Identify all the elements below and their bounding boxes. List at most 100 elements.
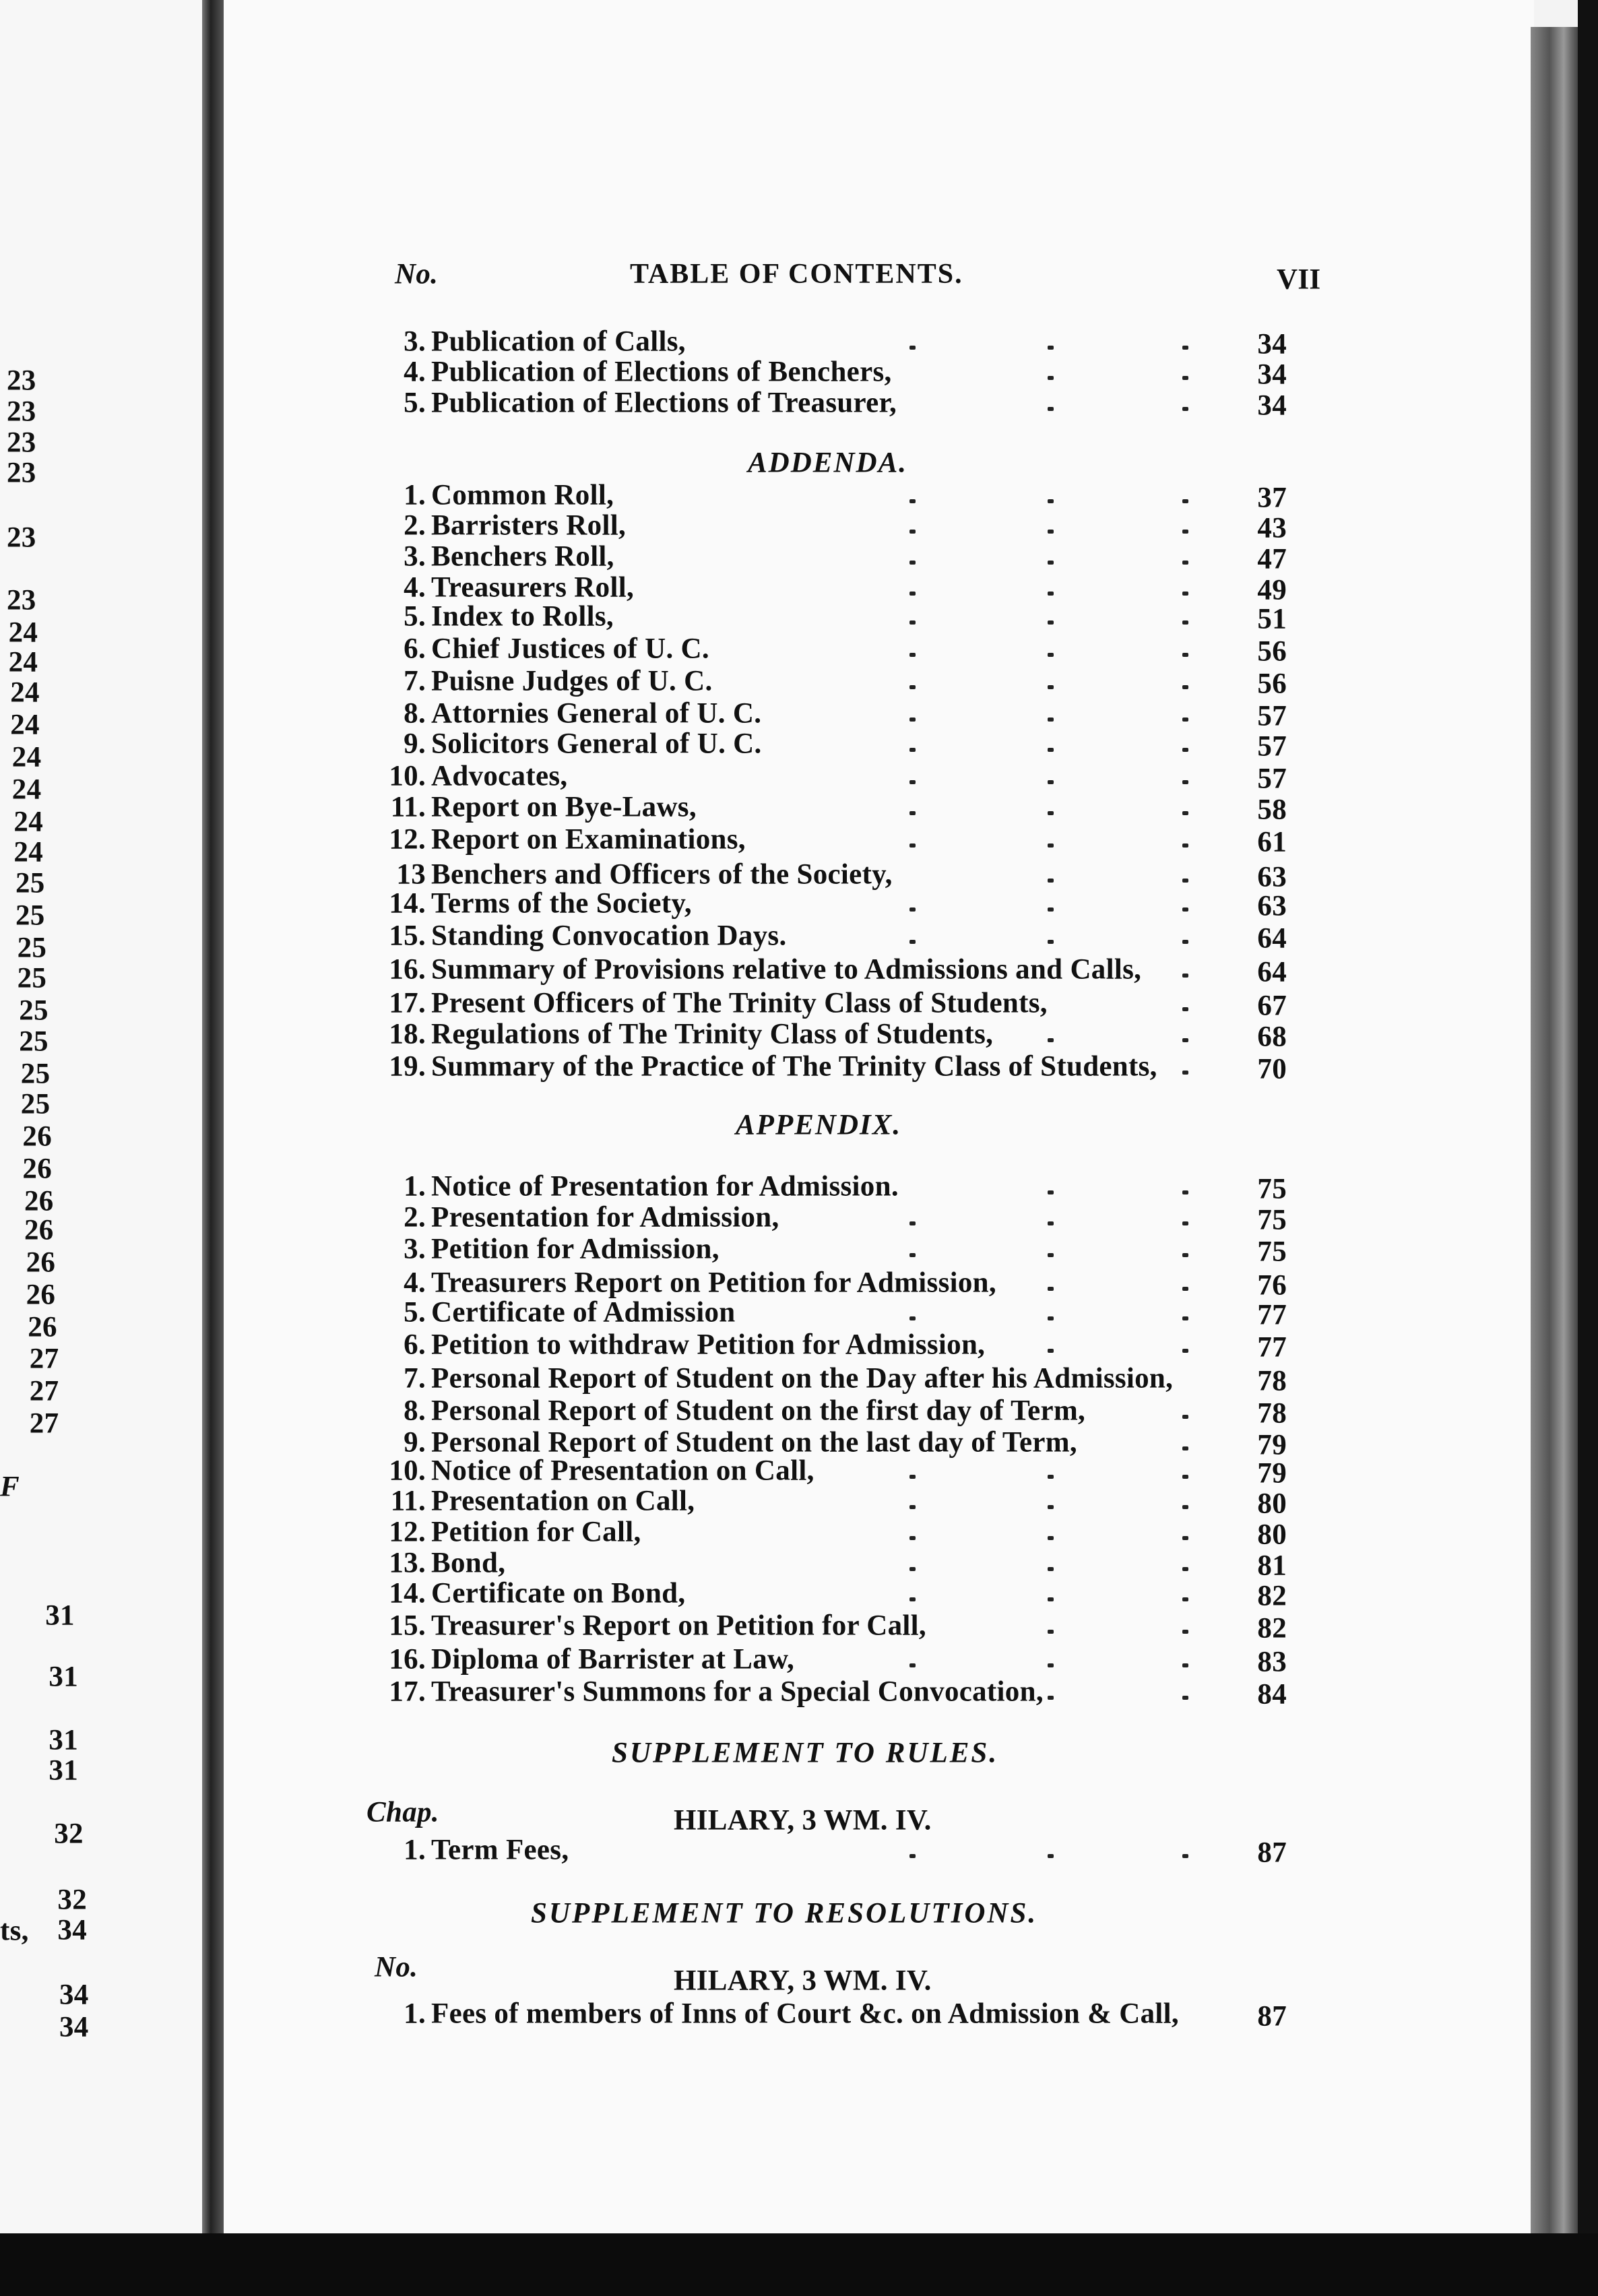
- book-gutter: [202, 0, 224, 2233]
- leader-dot: [1182, 1070, 1188, 1075]
- leader-dot: [1048, 561, 1054, 565]
- toc-entry-title: Publication of Elections of Treasurer,: [431, 387, 897, 419]
- appendix-entry-number: 3.: [404, 1233, 426, 1265]
- addenda-entry-number: 16.: [389, 953, 426, 986]
- page-edge: [1531, 27, 1578, 2233]
- addenda-entry-title: Present Officers of The Trinity Class of…: [431, 987, 1048, 1019]
- resolutions-entry-page: 87: [1257, 2000, 1287, 2033]
- leader-dot: [1048, 653, 1054, 658]
- addenda-entry-page: 64: [1257, 922, 1287, 955]
- leader-dot: [1048, 1536, 1054, 1540]
- addenda-entry-number: 17.: [389, 987, 426, 1019]
- leader-dot: [1182, 653, 1188, 658]
- appendix-entry-number: 2.: [404, 1201, 426, 1234]
- addenda-entry-page: 61: [1257, 826, 1287, 858]
- leader-dot: [1048, 1566, 1054, 1571]
- appendix-entry-number: 13.: [389, 1547, 426, 1579]
- appendix-entry-number: 11.: [390, 1485, 426, 1517]
- appendix-entry-page: 75: [1257, 1236, 1287, 1268]
- appendix-entry-page: 79: [1257, 1429, 1287, 1461]
- addenda-entry-number: 7.: [404, 665, 426, 697]
- left-page-number: 23: [7, 521, 36, 554]
- addenda-entry-page: 49: [1257, 574, 1287, 606]
- addenda-entry-page: 64: [1257, 956, 1287, 988]
- leader-dot: [1182, 1630, 1188, 1634]
- rules-entry-title: Term Fees,: [431, 1834, 569, 1866]
- left-page-number: 34: [57, 1914, 87, 1946]
- appendix-entry-title: Diploma of Barrister at Law,: [431, 1643, 795, 1676]
- left-page-number: 24: [10, 676, 40, 709]
- addenda-entry-page: 58: [1257, 794, 1287, 826]
- appendix-entry-number: 10.: [389, 1455, 426, 1487]
- leader-dot: [1182, 530, 1188, 534]
- addenda-entry-page: 63: [1257, 890, 1287, 922]
- leader-dot: [909, 499, 916, 503]
- leader-dot: [1182, 1316, 1188, 1320]
- appendix-entry-title: Treasurers Report on Petition for Admiss…: [431, 1267, 996, 1299]
- left-page: [0, 0, 205, 2233]
- toc-entry-number: 3.: [404, 325, 426, 358]
- leader-dot: [1182, 499, 1188, 503]
- right-page: [224, 0, 1534, 2233]
- left-page-number: 32: [54, 1818, 84, 1850]
- leader-dot: [909, 684, 916, 689]
- leader-dot: [909, 780, 916, 785]
- leader-dot: [1048, 843, 1054, 848]
- appendix-entry-title: Presentation on Call,: [431, 1485, 695, 1517]
- left-page-number: 27: [29, 1375, 59, 1407]
- leader-dot: [1182, 684, 1188, 689]
- addenda-entry-title: Summary of Provisions relative to Admiss…: [431, 953, 1142, 986]
- addenda-entry-number: 4.: [404, 571, 426, 604]
- leader-dot: [909, 1505, 916, 1510]
- leader-dot: [1182, 1190, 1188, 1194]
- appendix-entry-title: Notice of Presentation on Call,: [431, 1455, 814, 1487]
- left-page-number: 26: [24, 1214, 54, 1246]
- left-page-number: 23: [7, 426, 36, 459]
- left-page-number: 24: [8, 646, 38, 678]
- toc-entry-title: Publication of Elections of Benchers,: [431, 356, 892, 388]
- left-page-number: 26: [26, 1279, 56, 1311]
- appendix-entry-page: 75: [1257, 1204, 1287, 1236]
- leader-dot: [1048, 1853, 1054, 1858]
- leader-dot: [1048, 1597, 1054, 1602]
- leader-dot: [1182, 748, 1188, 753]
- leader-dot: [1182, 620, 1188, 625]
- appendix-entry-title: Treasurer's Summons for a Special Convoc…: [431, 1676, 1044, 1708]
- leader-dot: [1048, 684, 1054, 689]
- leader-dot: [909, 940, 916, 945]
- leader-dot: [1048, 1695, 1054, 1700]
- appendix-entry-number: 14.: [389, 1577, 426, 1609]
- leader-dot: [909, 748, 916, 753]
- leader-dot: [909, 1853, 916, 1858]
- addenda-entry-page: 57: [1257, 730, 1287, 763]
- leader-dot: [1048, 1190, 1054, 1194]
- left-page-number: 31: [49, 1754, 78, 1787]
- leader-dot: [1182, 561, 1188, 565]
- left-page-number: 23: [7, 584, 36, 616]
- left-page-number: 23: [7, 364, 36, 397]
- addenda-entry-number: 19.: [389, 1050, 426, 1083]
- left-page-number: 24: [13, 836, 43, 868]
- leader-dot: [909, 1316, 916, 1320]
- chap-label: Chap.: [366, 1796, 439, 1828]
- left-page-number: 25: [20, 1058, 51, 1090]
- addenda-entry-title: Regulations of The Trinity Class of Stud…: [431, 1018, 994, 1050]
- appendix-entry-title: Bond,: [431, 1547, 506, 1579]
- left-page-number: 27: [29, 1407, 59, 1440]
- leader-dot: [909, 620, 916, 625]
- toc-entry-page: 34: [1257, 389, 1287, 422]
- leader-dot: [1048, 940, 1054, 945]
- leader-dot: [1182, 1253, 1188, 1258]
- left-page-number: 31: [49, 1661, 78, 1693]
- leader-dot: [909, 810, 916, 815]
- left-page-number: 24: [11, 773, 42, 806]
- appendix-entry-number: 8.: [404, 1395, 426, 1427]
- addenda-entry-number: 6.: [404, 633, 426, 665]
- addenda-entry-title: Puisne Judges of U. C.: [431, 665, 713, 697]
- leader-dot: [1048, 1663, 1054, 1668]
- leader-dot: [1048, 1038, 1054, 1042]
- leader-dot: [1048, 620, 1054, 625]
- supplement-resolutions-subheading: HILARY, 3 WM. IV.: [674, 1965, 932, 1997]
- addenda-entry-title: Report on Examinations,: [431, 823, 746, 856]
- leader-dot: [1048, 717, 1054, 722]
